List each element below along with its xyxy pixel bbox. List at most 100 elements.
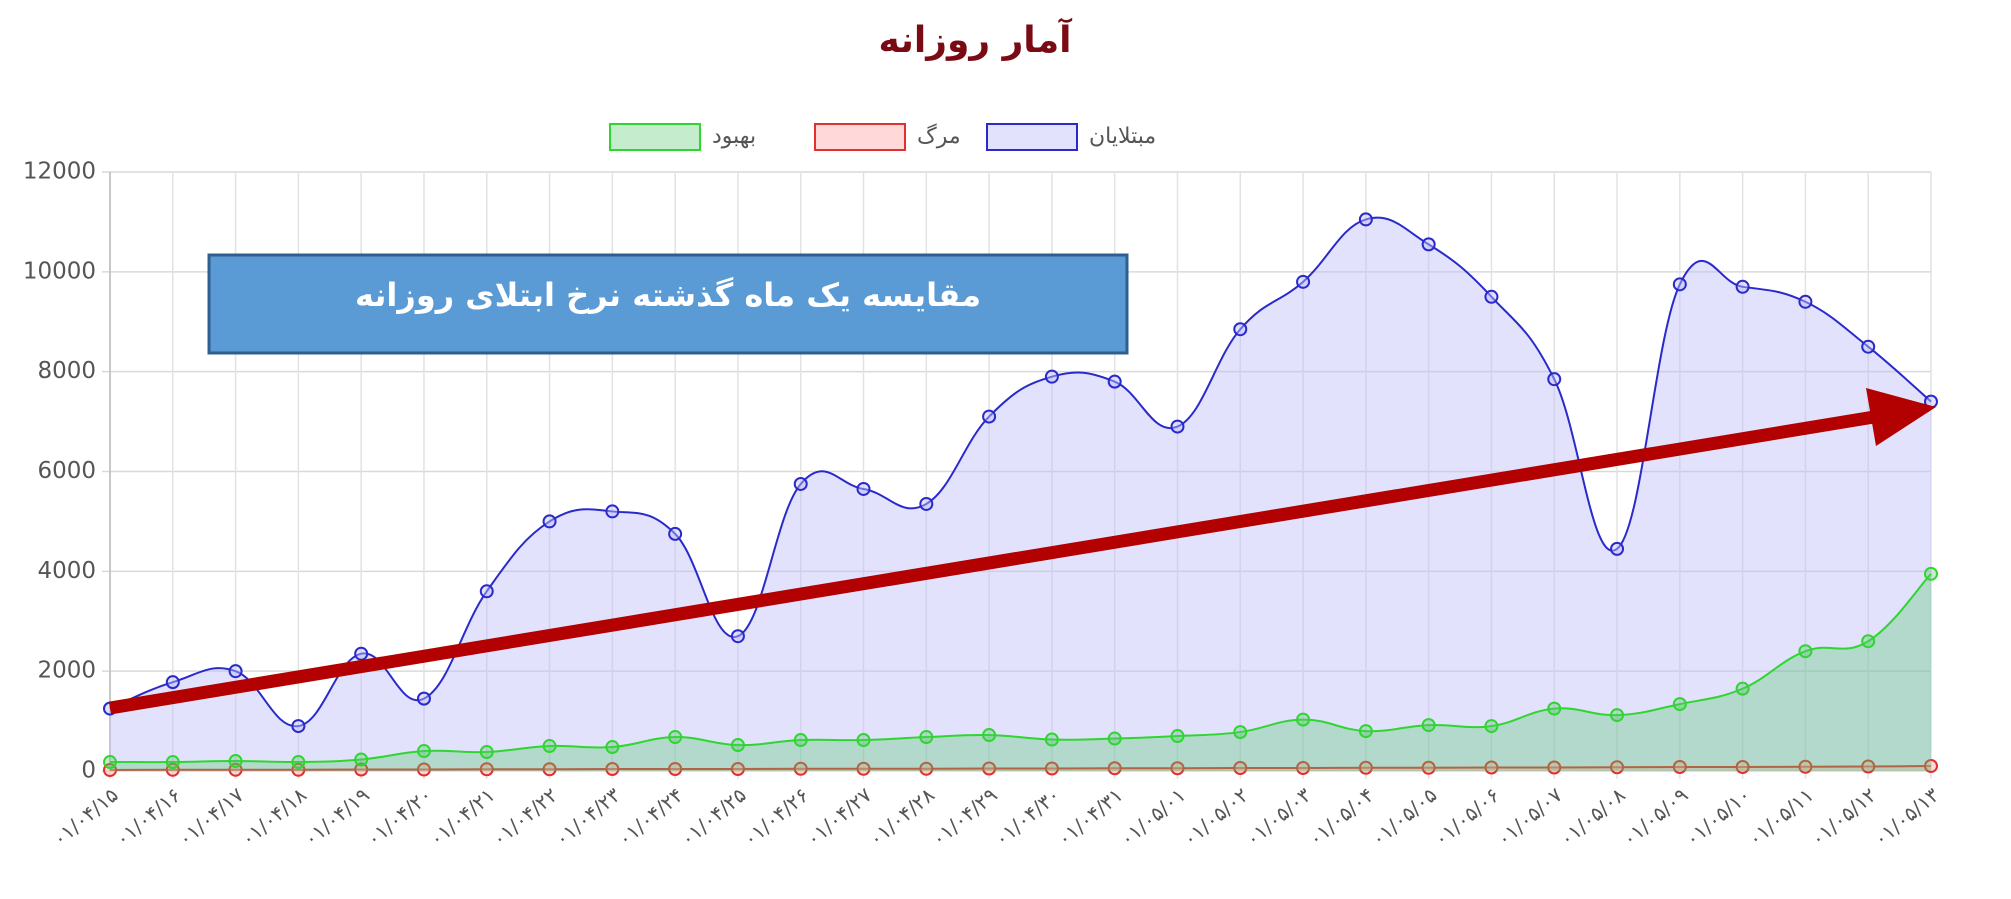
point xyxy=(1484,760,1499,775)
x-tick-label: ۰۱/۰۴/۲۰ xyxy=(362,783,437,851)
point xyxy=(1672,697,1687,712)
line xyxy=(109,573,1932,764)
point xyxy=(1044,369,1059,384)
x-tick-label: ۰۱/۰۴/۳۰ xyxy=(990,783,1065,851)
y-tick-label: 8000 xyxy=(37,358,96,384)
y-tick-label: 10000 xyxy=(23,258,96,284)
point xyxy=(228,664,243,679)
point xyxy=(479,584,494,599)
x-tick-label: ۰۱/۰۵/۰۳ xyxy=(1241,782,1316,851)
point xyxy=(1672,277,1687,292)
point xyxy=(1547,760,1562,775)
point xyxy=(856,733,871,748)
point xyxy=(1672,760,1687,775)
point xyxy=(1358,212,1373,227)
point xyxy=(730,762,745,777)
legend-label: مبتلایان xyxy=(1089,124,1156,149)
x-tick-label: ۰۱/۰۵/۱۱ xyxy=(1743,783,1818,851)
point xyxy=(1044,732,1059,747)
point xyxy=(542,514,557,529)
point xyxy=(668,762,683,777)
x-tick-label: ۰۱/۰۴/۲۵ xyxy=(676,783,751,851)
point xyxy=(416,762,431,777)
point xyxy=(165,675,180,690)
point xyxy=(416,744,431,759)
point xyxy=(416,691,431,706)
x-tick-label: ۰۱/۰۴/۲۸ xyxy=(864,782,939,851)
point xyxy=(291,719,306,734)
x-tick-label: ۰۱/۰۵/۰۷ xyxy=(1492,782,1567,851)
legend-label: بهبود xyxy=(712,124,756,149)
point xyxy=(354,646,369,661)
x-tick-label: ۰۱/۰۴/۱۸ xyxy=(236,782,311,851)
x-tick-label: ۰۱/۰۵/۰۶ xyxy=(1429,783,1504,851)
legend-label: مرگ xyxy=(917,123,961,149)
point xyxy=(1296,712,1311,727)
x-tick-label: ۰۱/۰۵/۰۵ xyxy=(1366,783,1441,851)
point xyxy=(542,762,557,777)
point xyxy=(228,754,243,769)
point xyxy=(668,730,683,745)
y-tick-label: 0 xyxy=(81,758,96,784)
y-tick-label: 2000 xyxy=(37,658,96,684)
point xyxy=(730,738,745,753)
point xyxy=(479,745,494,760)
point xyxy=(1798,294,1813,309)
point xyxy=(542,739,557,754)
legend-swatch xyxy=(986,123,1078,151)
x-tick-label: ۰۱/۰۵/۱۲ xyxy=(1806,783,1881,851)
point xyxy=(1044,761,1059,776)
point xyxy=(982,761,997,776)
point xyxy=(1798,644,1813,659)
point xyxy=(1547,701,1562,716)
point xyxy=(919,496,934,511)
point xyxy=(1421,760,1436,775)
point xyxy=(1421,718,1436,733)
point xyxy=(1358,760,1373,775)
x-tick-label: ۰۱/۰۴/۱۵ xyxy=(48,783,123,851)
point xyxy=(1170,419,1185,434)
area xyxy=(110,573,1931,771)
point xyxy=(1358,724,1373,739)
x-tick-label: ۰۱/۰۴/۱۹ xyxy=(299,783,374,851)
point xyxy=(1861,634,1876,649)
x-tick-label: ۰۱/۰۵/۰۱ xyxy=(1115,783,1190,851)
point xyxy=(1484,289,1499,304)
x-tick-label: ۰۱/۰۵/۱۳ xyxy=(1869,782,1944,851)
y-tick-label: 6000 xyxy=(37,458,96,484)
point xyxy=(793,761,808,776)
x-tick-label: ۰۱/۰۵/۱۰ xyxy=(1680,783,1755,851)
point xyxy=(730,629,745,644)
x-tick-label: ۰۱/۰۴/۲۴ xyxy=(613,783,688,851)
point xyxy=(1735,760,1750,775)
point xyxy=(1107,731,1122,746)
point xyxy=(605,740,620,755)
line xyxy=(109,216,1932,728)
point xyxy=(1421,237,1436,252)
x-tick-label: ۰۱/۰۵/۰۲ xyxy=(1178,783,1253,851)
y-tick-label: 12000 xyxy=(23,159,96,185)
point xyxy=(605,504,620,519)
point xyxy=(1861,339,1876,354)
point xyxy=(1610,760,1625,775)
point xyxy=(1170,761,1185,776)
point xyxy=(605,762,620,777)
point xyxy=(1233,761,1248,776)
x-tick-label: ۰۱/۰۵/۰۸ xyxy=(1555,782,1630,851)
x-tick-label: ۰۱/۰۴/۱۷ xyxy=(173,782,248,851)
point xyxy=(479,762,494,777)
point xyxy=(668,526,683,541)
x-tick-label: ۰۱/۰۴/۲۶ xyxy=(738,783,813,851)
legend-swatch xyxy=(609,123,701,151)
point xyxy=(1798,759,1813,774)
annotation: مقایسه یک ماه گذشته نرخ ابتلای روزانه xyxy=(355,276,981,314)
point xyxy=(103,755,117,770)
x-tick-label: ۰۱/۰۴/۲۳ xyxy=(550,782,625,851)
x-tick-label: ۰۱/۰۴/۲۱ xyxy=(424,783,499,851)
point xyxy=(1107,374,1122,389)
point xyxy=(1924,566,1938,581)
point xyxy=(354,762,369,777)
point xyxy=(1735,681,1750,696)
point xyxy=(1107,761,1122,776)
